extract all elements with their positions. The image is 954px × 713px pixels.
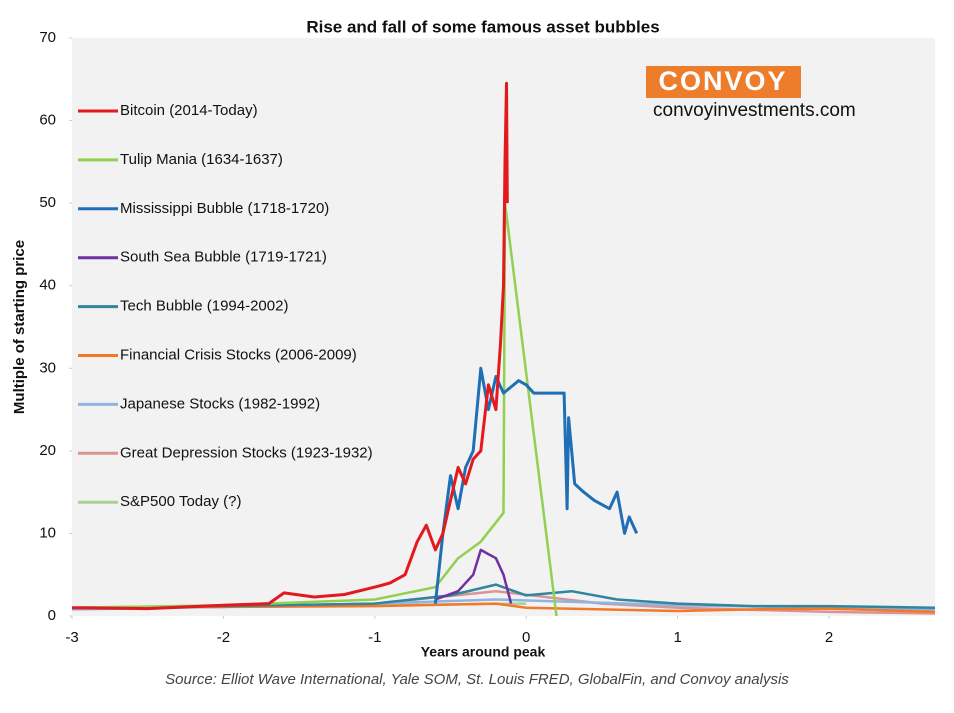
series-line [71, 201, 558, 617]
y-axis-label: Multiple of starting price [11, 240, 28, 414]
logo-box [646, 66, 801, 98]
legend-label: Bitcoin (2014-Today) [120, 102, 258, 119]
x-tick-label: -3 [65, 629, 78, 646]
series-line [71, 81, 509, 611]
x-tick-label: -2 [217, 629, 230, 646]
y-tick-label: 30 [39, 359, 56, 376]
legend-label: Tech Bubble (1994-2002) [120, 298, 288, 315]
legend-label: Mississippi Bubble (1718-1720) [120, 200, 329, 217]
chart-title: Rise and fall of some famous asset bubbl… [306, 17, 659, 36]
legend-label: Tulip Mania (1634-1637) [120, 151, 283, 168]
y-tick-label: 0 [48, 607, 56, 624]
series-line [71, 583, 936, 609]
legend-label: S&P500 Today (?) [120, 493, 241, 510]
x-tick-label: 0 [522, 629, 530, 646]
legend-label: Great Depression Stocks (1923-1932) [120, 444, 373, 461]
series-line [71, 602, 936, 614]
logo-url: convoyinvestments.com [653, 100, 856, 121]
series-line [433, 366, 639, 604]
logo-text: CONVOY [658, 66, 787, 96]
y-tick-label: 20 [39, 442, 56, 459]
y-tick-label: 10 [39, 524, 56, 541]
y-tick-label: 70 [39, 29, 56, 46]
x-axis-label: Years around peak [421, 644, 546, 660]
series-line [434, 548, 513, 604]
x-tick-label: 2 [825, 629, 833, 646]
x-tick-label: -1 [368, 629, 381, 646]
legend-label: Financial Crisis Stocks (2006-2009) [120, 346, 357, 363]
y-tick-label: 50 [39, 194, 56, 211]
legend-label: South Sea Bubble (1719-1721) [120, 249, 327, 266]
legend-label: Japanese Stocks (1982-1992) [120, 395, 320, 412]
source: Source: Elliot Wave International, Yale … [165, 671, 789, 688]
y-tick-label: 40 [39, 277, 56, 294]
x-tick-label: 1 [673, 629, 681, 646]
y-tick-label: 60 [39, 112, 56, 129]
